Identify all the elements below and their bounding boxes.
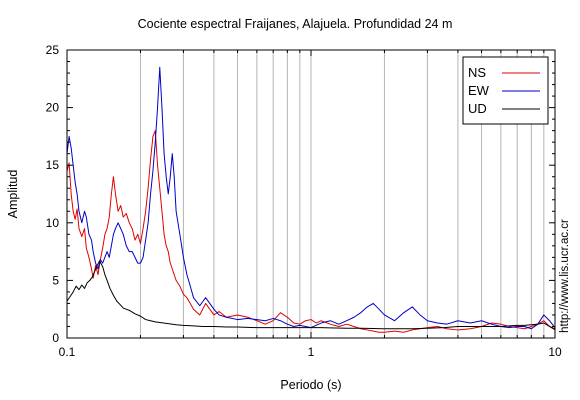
legend: NS EW UD xyxy=(462,56,549,125)
source-url: http://www.lis.ucr.ac.cr xyxy=(559,219,571,333)
x-tick-label: 0.1 xyxy=(59,345,76,359)
series-line-ew xyxy=(66,66,556,330)
x-tick-label: 10 xyxy=(548,345,562,359)
series-line-ud xyxy=(66,260,556,330)
grid-lines xyxy=(139,50,545,338)
x-axis-ticks: 0.1 1 10 xyxy=(59,50,562,359)
y-tick-label: 0 xyxy=(52,331,59,345)
chart-title: Cociente espectral Fraijanes, Alajuela. … xyxy=(138,17,453,31)
legend-label-ns: NS xyxy=(468,65,486,80)
legend-label-ud: UD xyxy=(468,101,487,116)
x-tick-label: 1 xyxy=(308,345,315,359)
y-tick-label: 5 xyxy=(52,273,59,287)
y-axis-label: Amplitud xyxy=(6,170,20,219)
legend-label-ew: EW xyxy=(468,83,490,98)
y-tick-label: 25 xyxy=(46,43,60,57)
y-tick-label: 10 xyxy=(46,216,60,230)
y-tick-label: 20 xyxy=(46,101,60,115)
series-layer xyxy=(66,66,556,333)
x-axis-label: Periodo (s) xyxy=(280,378,341,392)
y-tick-label: 15 xyxy=(46,158,60,172)
y-axis-ticks: 0 5 10 15 20 25 xyxy=(46,43,555,345)
series-line-ns xyxy=(66,130,556,333)
